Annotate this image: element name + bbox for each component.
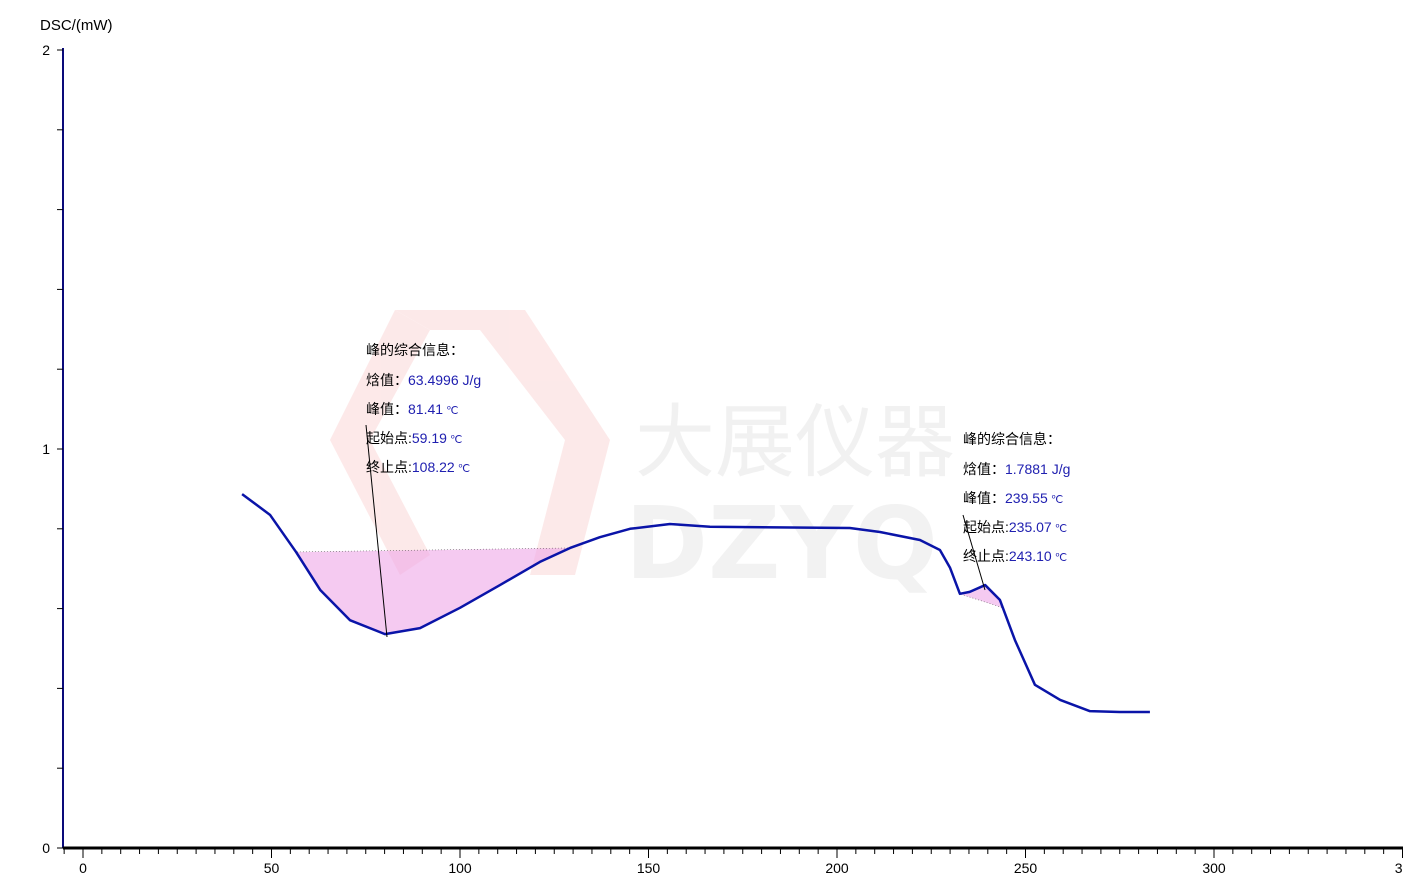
row-value: 108.22 <box>412 459 455 475</box>
x-tick-label: 100 <box>448 860 472 876</box>
svg-text:DZYQ: DZYQ <box>625 485 938 602</box>
x-tick-label: 150 <box>637 860 661 876</box>
peak-info-row: 起始点:59.19 ℃ <box>366 430 462 446</box>
svg-text:大展仪器: 大展仪器 <box>635 396 955 489</box>
row-unit: ℃ <box>443 405 458 417</box>
row-value: 59.19 <box>412 430 447 446</box>
peak-info-row: 焓值：63.4996 J/g <box>366 372 481 388</box>
x-tick-label: 35 <box>1395 860 1403 876</box>
y-tick-label: 2 <box>42 42 50 58</box>
row-unit: ℃ <box>455 463 470 475</box>
row-label: 起始点: <box>366 430 412 446</box>
row-label: 焓值： <box>366 372 408 388</box>
y-tick-label: 0 <box>42 840 50 856</box>
row-unit: ℃ <box>1052 552 1067 564</box>
peak-leader-line <box>365 424 388 638</box>
row-value: 235.07 <box>1009 519 1052 535</box>
peak-info-row: 焓值：1.7881 J/g <box>963 461 1070 477</box>
peak-info-row: 峰值：239.55 ℃ <box>963 490 1063 506</box>
row-value: 1.7881 J/g <box>1005 461 1070 477</box>
row-label: 起始点: <box>963 519 1009 535</box>
row-label: 峰值： <box>366 401 408 417</box>
dsc-curve <box>241 493 1150 714</box>
x-tick-label: 250 <box>1014 860 1038 876</box>
peak-info-2: 峰的综合信息：焓值：1.7881 J/g峰值：239.55 ℃起始点:235.0… <box>963 431 1070 564</box>
row-value: 243.10 <box>1009 548 1052 564</box>
peak-info-title: 峰的综合信息： <box>366 342 464 358</box>
peak-area-2 <box>958 585 1004 609</box>
peak-info-title: 峰的综合信息： <box>963 431 1061 447</box>
row-value: 63.4996 J/g <box>408 372 481 388</box>
x-tick-label: 200 <box>825 860 849 876</box>
row-value: 239.55 <box>1005 490 1048 506</box>
peak-info-row: 峰值：81.41 ℃ <box>366 401 458 417</box>
y-axis-label: DSC/(mW) <box>40 17 112 34</box>
y-tick-label: 1 <box>42 441 50 457</box>
row-label: 峰值： <box>963 490 1005 506</box>
peak-info-1: 峰的综合信息：焓值：63.4996 J/g峰值：81.41 ℃起始点:59.19… <box>366 342 481 475</box>
row-label: 终止点: <box>366 459 412 475</box>
row-value: 81.41 <box>408 401 443 417</box>
peak-info-row: 终止点:108.22 ℃ <box>366 459 470 475</box>
row-unit: ℃ <box>447 434 462 446</box>
peak-info-row: 起始点:235.07 ℃ <box>963 519 1067 535</box>
row-unit: ℃ <box>1048 494 1063 506</box>
watermark-logo: 大展仪器 DZYQ <box>330 310 955 602</box>
row-label: 焓值： <box>963 461 1005 477</box>
x-tick-label: 300 <box>1202 860 1226 876</box>
x-tick-label: 50 <box>264 860 280 876</box>
row-label: 终止点: <box>963 548 1009 564</box>
peak-info-row: 终止点:243.10 ℃ <box>963 548 1067 564</box>
row-unit: ℃ <box>1052 523 1067 535</box>
x-tick-label: 0 <box>79 860 87 876</box>
peak-leader-line <box>962 514 986 591</box>
